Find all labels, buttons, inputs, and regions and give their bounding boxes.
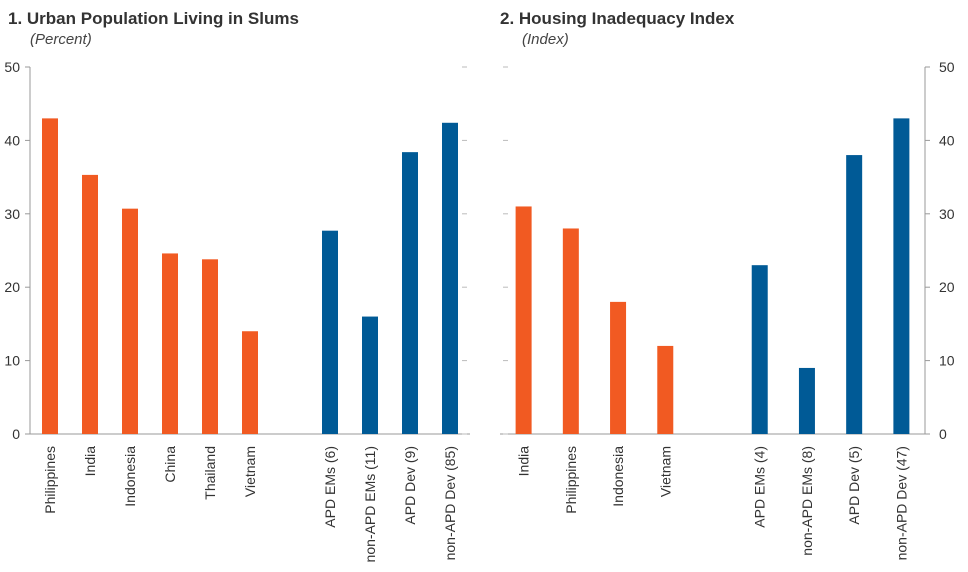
bar	[42, 118, 58, 434]
x-tick-label: India	[516, 446, 532, 477]
x-tick-label: Philippines	[42, 446, 58, 514]
bar	[162, 253, 178, 434]
y-tick-label: 10	[939, 353, 955, 369]
chart-title: 2. Housing Inadequacy Index	[500, 9, 735, 28]
bar	[202, 259, 218, 434]
x-tick-label: non-APD Dev (85)	[442, 446, 458, 560]
x-tick-label: Vietnam	[242, 446, 258, 497]
y-tick-label: 20	[939, 279, 955, 295]
x-tick-label: non-APD EMs (11)	[362, 446, 378, 562]
x-tick-label: Thailand	[202, 446, 218, 500]
y-tick-label: 40	[4, 132, 20, 148]
y-tick-label: 20	[4, 279, 20, 295]
y-tick-label: 30	[939, 206, 955, 222]
x-tick-label: non-APD EMs (8)	[799, 446, 815, 556]
bar	[122, 208, 138, 434]
chart-title: 1. Urban Population Living in Slums	[8, 9, 299, 28]
bar	[402, 152, 418, 435]
x-tick-label: Philippines	[563, 446, 579, 514]
y-tick-label: 10	[4, 353, 20, 369]
y-tick-label: 50	[4, 59, 20, 75]
y-tick-label: 50	[939, 59, 955, 75]
y-tick-label: 0	[939, 426, 947, 442]
bar	[751, 265, 768, 434]
x-tick-label: APD Dev (5)	[846, 446, 862, 525]
chart-subtitle: (Index)	[522, 31, 569, 48]
bar	[82, 174, 98, 434]
bar	[242, 331, 258, 434]
y-tick-label: 30	[4, 206, 20, 222]
x-tick-label: non-APD Dev (47)	[893, 446, 909, 560]
x-tick-label: Vietnam	[657, 446, 673, 497]
chart-subtitle: (Percent)	[30, 31, 92, 48]
bar	[322, 230, 338, 434]
x-tick-label: China	[162, 446, 178, 483]
bar	[515, 206, 532, 434]
y-tick-label: 0	[12, 426, 20, 442]
x-tick-label: APD EMs (6)	[322, 446, 338, 528]
bar	[893, 118, 910, 434]
x-tick-label: Indonesia	[610, 446, 626, 507]
x-tick-label: APD Dev (9)	[402, 446, 418, 525]
y-tick-label: 40	[939, 132, 955, 148]
x-tick-label: India	[82, 446, 98, 477]
bar	[442, 122, 458, 434]
x-tick-label: Indonesia	[122, 446, 138, 507]
bar	[846, 155, 863, 434]
bar	[610, 301, 627, 434]
x-tick-label: APD EMs (4)	[752, 446, 768, 528]
bar	[562, 228, 579, 434]
bar	[657, 345, 674, 434]
bar	[798, 367, 815, 434]
bar	[362, 316, 378, 434]
